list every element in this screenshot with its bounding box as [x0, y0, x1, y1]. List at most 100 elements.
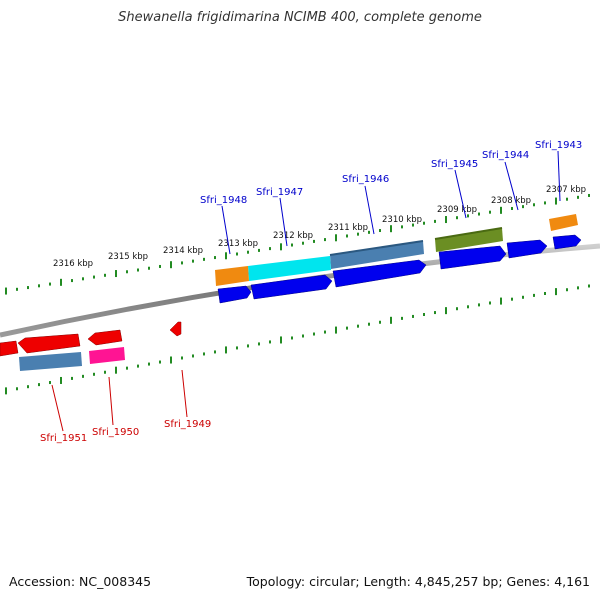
forward-scale-minor-tick [291, 243, 293, 247]
reverse-gene-row-2 [19, 347, 125, 371]
gene-arrow-sfri-1950[interactable] [87, 329, 123, 346]
gene-bar-sfri-1948[interactable] [215, 266, 249, 286]
reverse-scale-minor-tick [247, 344, 249, 348]
reverse-scale-minor-tick [577, 286, 579, 290]
reverse-scale-major-tick [170, 356, 172, 364]
forward-scale-minor-tick [192, 259, 194, 263]
forward-scale-minor-tick [346, 234, 348, 238]
kbp-2307-label: 2307 kbp [546, 185, 586, 195]
reverse-scale-minor-tick [511, 297, 513, 301]
forward-scale-minor-tick [522, 205, 524, 209]
reverse-scale-minor-tick [379, 320, 381, 324]
forward-gene-row-1 [217, 234, 582, 304]
gene-arrow-sfri-1949[interactable] [169, 321, 182, 337]
gene-bar-sfri-1950[interactable] [89, 347, 125, 364]
kbp-2313-label: 2313 kbp [218, 239, 258, 249]
forward-scale-minor-tick [511, 206, 513, 210]
reverse-scale-minor-tick [269, 340, 271, 344]
gene-arrow-sfri-1944[interactable] [506, 239, 548, 259]
reverse-scale-minor-tick [49, 381, 51, 385]
forward-scale-minor-tick [588, 193, 590, 197]
reverse-scale-minor-tick [313, 332, 315, 336]
gene-arrow-sfri-1946[interactable] [332, 259, 427, 288]
forward-scale-minor-tick [566, 197, 568, 201]
gene-arrow-sfri-1948[interactable] [217, 285, 252, 304]
reverse-gene-labels: Sfri_1949 Sfri_1950 Sfri_1951 [40, 419, 211, 444]
forward-scale-minor-tick [357, 232, 359, 236]
gene-bar-sfri-1943[interactable] [549, 214, 578, 231]
forward-scale-minor-tick [236, 252, 238, 256]
reverse-scale-minor-tick [401, 316, 403, 320]
reverse-scale-major-tick [335, 326, 337, 334]
forward-scale-minor-tick [214, 256, 216, 260]
gene-arrow-sfri-1947[interactable] [250, 274, 333, 300]
forward-scale-minor-tick [126, 270, 128, 274]
forward-scale-minor-tick [247, 250, 249, 254]
gene-bar-sfri-1951[interactable] [19, 352, 82, 371]
forward-gene-row-2 [215, 214, 578, 286]
reverse-scale-minor-tick [588, 284, 590, 288]
reverse-scale-minor-tick [203, 352, 205, 356]
reverse-scale-minor-tick [533, 293, 535, 297]
forward-scale-minor-tick [401, 225, 403, 229]
kbp-2315-label: 2315 kbp [108, 252, 148, 262]
forward-scale-minor-tick [434, 219, 436, 223]
kbp-2314-label: 2314 kbp [163, 246, 203, 256]
label-sfri-1950[interactable]: Sfri_1950 [92, 427, 139, 438]
forward-scale-minor-tick [412, 223, 414, 227]
reverse-scale-minor-tick [236, 346, 238, 350]
label-sfri-1945[interactable]: Sfri_1945 [431, 159, 478, 170]
label-sfri-1943[interactable]: Sfri_1943 [535, 140, 582, 151]
gene-arrow-sfri-1951[interactable] [17, 333, 81, 354]
forward-scale-ticks [5, 193, 590, 295]
reverse-scale-minor-tick [93, 372, 95, 376]
reverse-scale-minor-tick [148, 362, 150, 366]
reverse-scale-major-tick [60, 376, 62, 384]
kbp-2316-label: 2316 kbp [53, 259, 93, 269]
gene-arrow-sfri-1943[interactable] [552, 234, 582, 250]
reverse-scale-minor-tick [522, 295, 524, 299]
forward-scale-minor-tick [478, 212, 480, 216]
reverse-scale-minor-tick [544, 291, 546, 295]
forward-scale-minor-tick [467, 214, 469, 218]
forward-gene-labels: Sfri_1943 Sfri_1944 Sfri_1945 Sfri_1946 … [200, 140, 582, 206]
label-sfri-1944[interactable]: Sfri_1944 [482, 150, 529, 161]
reverse-scale-major-tick [555, 288, 557, 296]
reverse-scale-major-tick [445, 307, 447, 315]
reverse-scale-minor-tick [71, 376, 73, 380]
label-sfri-1951[interactable]: Sfri_1951 [40, 433, 87, 444]
label-sfri-1949[interactable]: Sfri_1949 [164, 419, 211, 430]
label-sfri-1946[interactable]: Sfri_1946 [342, 174, 389, 185]
kbp-2312-label: 2312 kbp [273, 231, 313, 241]
reverse-scale-ticks [5, 284, 590, 395]
reverse-scale-minor-tick [412, 314, 414, 318]
forward-scale-major-tick [500, 206, 502, 214]
forward-scale-minor-tick [533, 203, 535, 207]
leader-sfri-1949 [181, 369, 188, 418]
forward-scale-minor-tick [423, 221, 425, 225]
reverse-scale-minor-tick [324, 330, 326, 334]
topology-text: Topology: circular; Length: 4,845,257 bp… [246, 574, 590, 589]
reverse-scale-minor-tick [104, 370, 106, 374]
leader-sfri-1951 [51, 384, 64, 432]
reverse-scale-major-tick [280, 336, 282, 344]
forward-scale-minor-tick [489, 210, 491, 214]
forward-scale-minor-tick [148, 266, 150, 270]
forward-scale-minor-tick [302, 241, 304, 245]
gene-bar-sfri-1945[interactable] [435, 228, 503, 252]
reverse-scale-minor-tick [467, 305, 469, 309]
gene-bar-sfri-1947[interactable] [248, 256, 331, 281]
forward-scale-minor-tick [203, 257, 205, 261]
reverse-scale-minor-tick [346, 326, 348, 330]
reverse-scale-minor-tick [456, 307, 458, 311]
forward-scale-minor-tick [159, 264, 161, 268]
label-sfri-1947[interactable]: Sfri_1947 [256, 187, 303, 198]
gene-arrow-sfri-1945[interactable] [438, 245, 507, 270]
kbp-2310-label: 2310 kbp [382, 215, 422, 225]
forward-scale-major-tick [170, 261, 172, 269]
gene-bar-sfri-1946-shade [329, 240, 424, 256]
gene-bar-sfri-1946[interactable] [330, 241, 424, 269]
forward-scale-minor-tick [324, 238, 326, 242]
gene-arrow-sfri-1952[interactable] [0, 340, 19, 357]
label-sfri-1948[interactable]: Sfri_1948 [200, 195, 247, 206]
